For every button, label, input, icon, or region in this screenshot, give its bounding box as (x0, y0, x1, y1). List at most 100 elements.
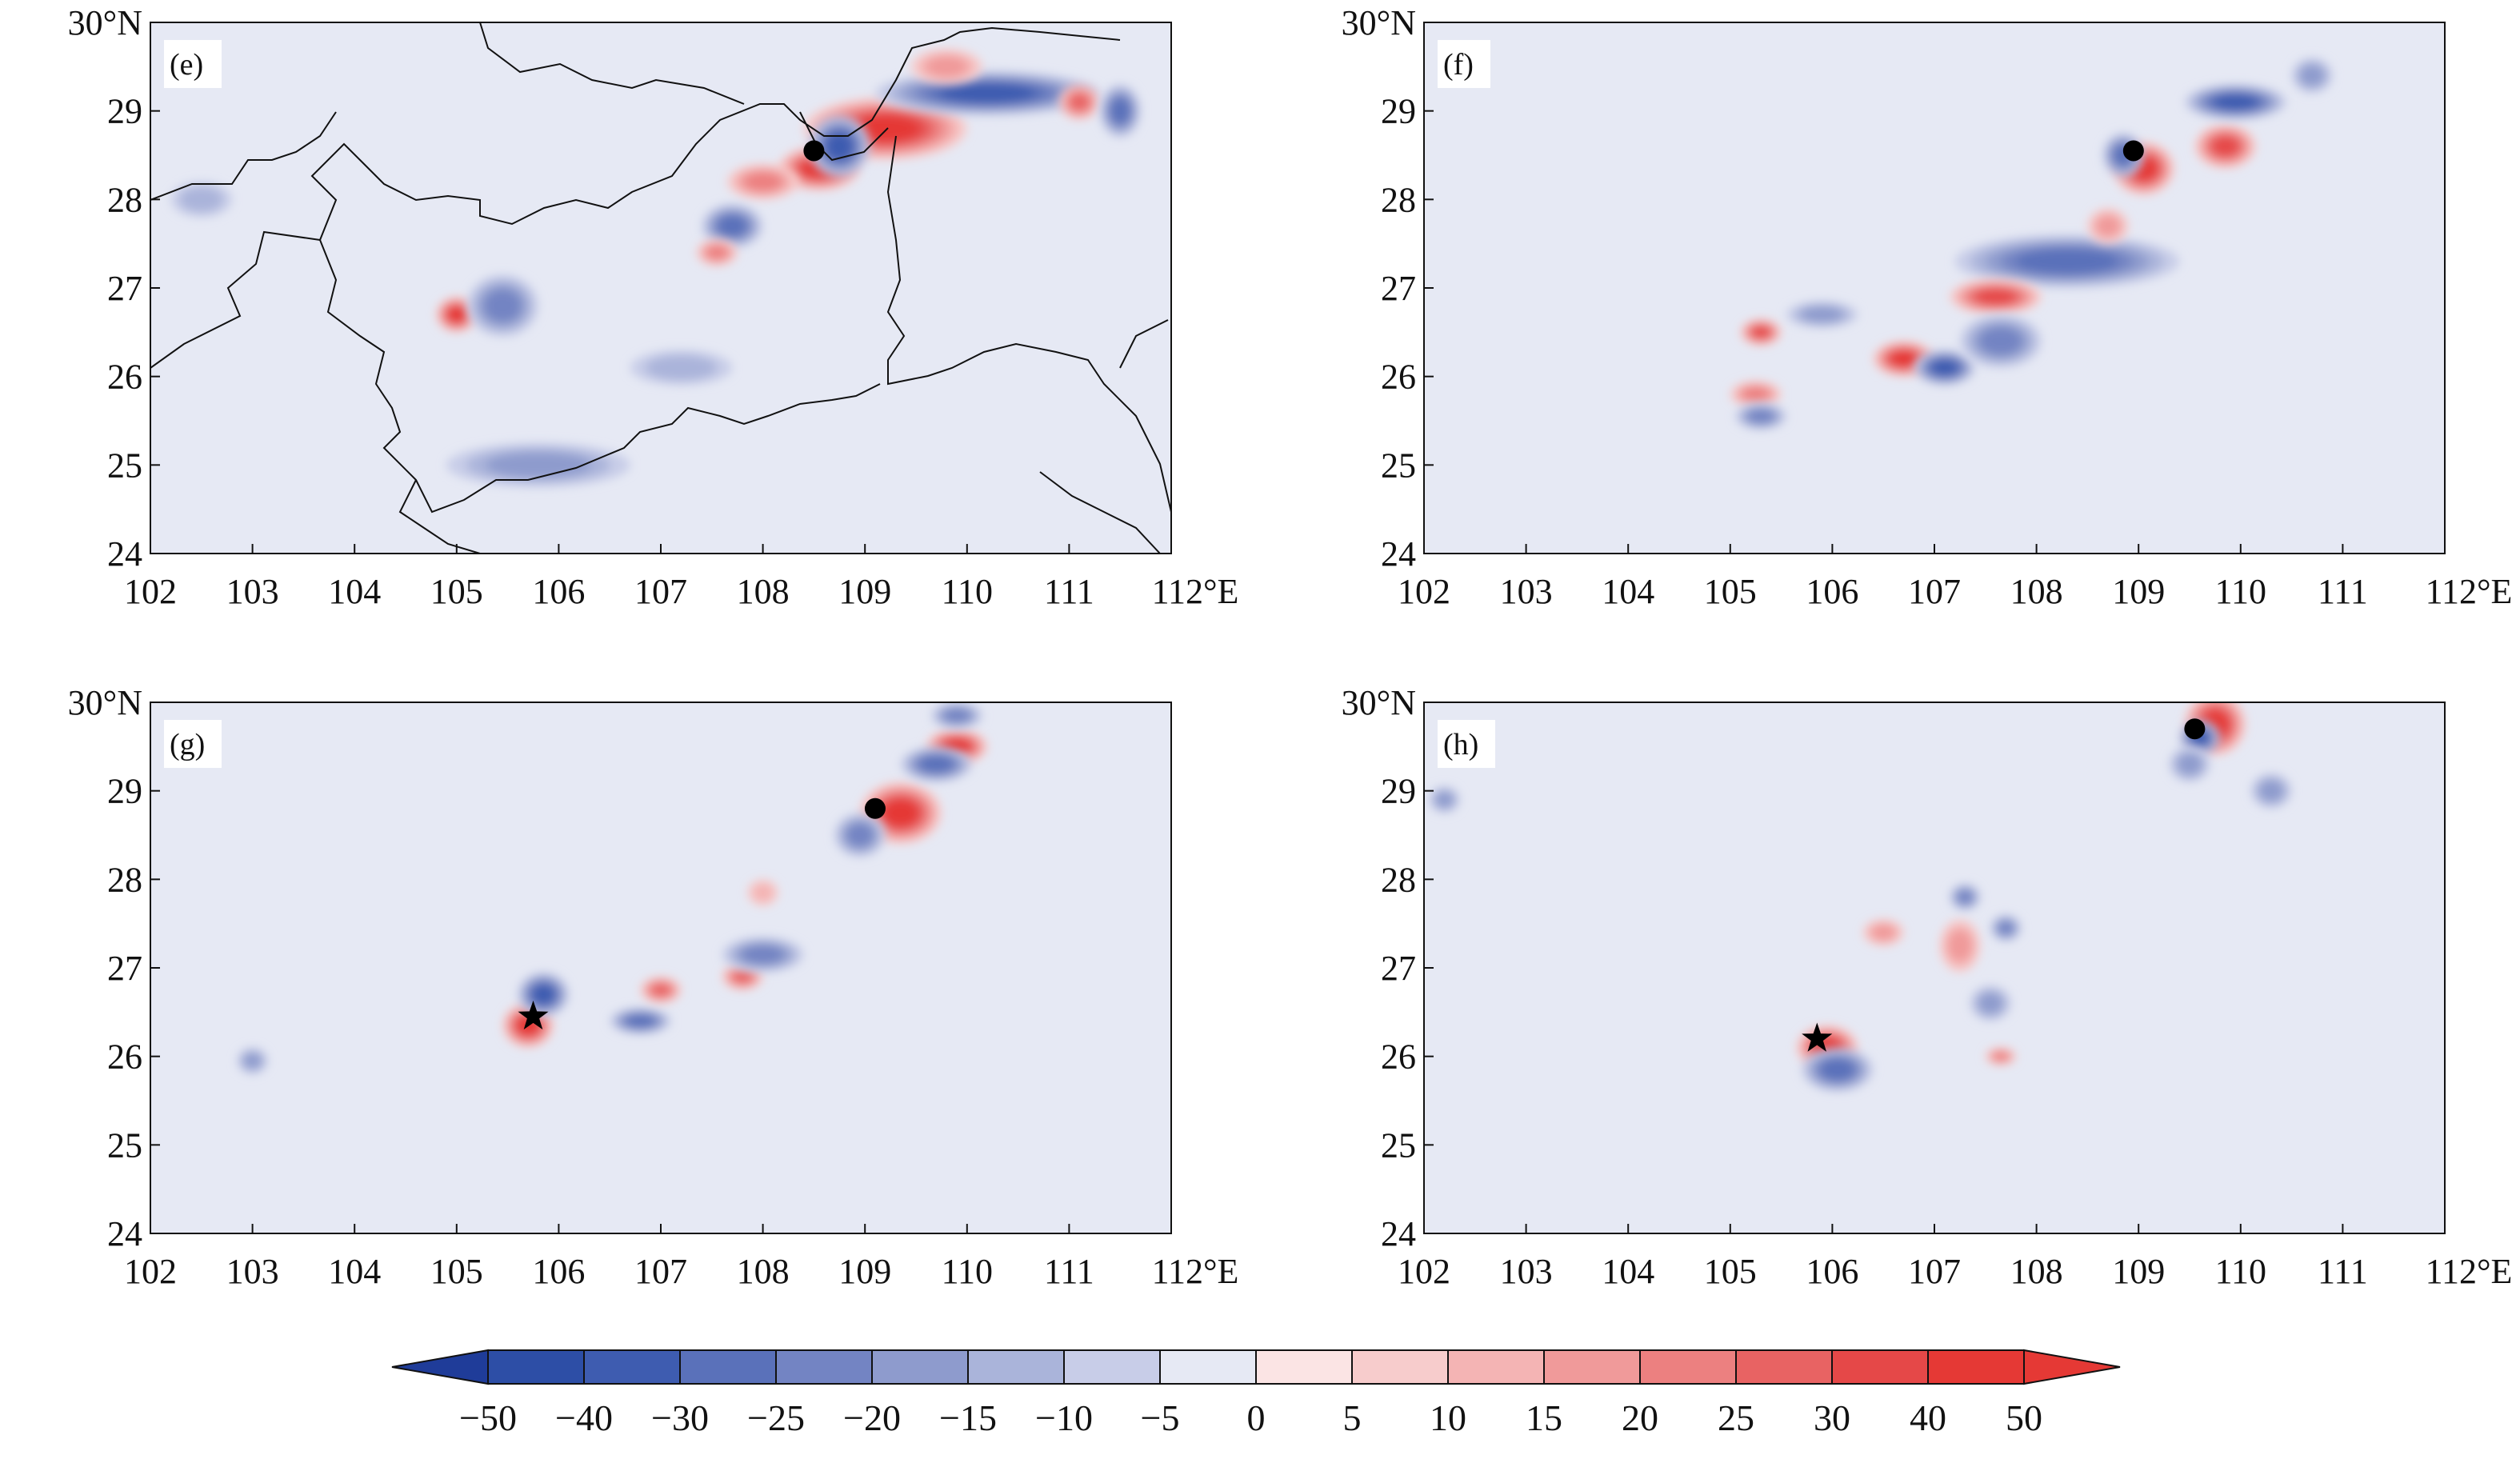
contour-level (1993, 1052, 2009, 1061)
map-panel-f: (f) 102 103 104 105 106 107 108 109 110 111 112°E 3… (1342, 3, 2513, 611)
x-tick-label: 102 (1398, 572, 1450, 611)
colorbar-label: 10 (1430, 1397, 1466, 1438)
contour-level (2178, 753, 2202, 775)
contour-level (2300, 65, 2324, 86)
x-tick-label: 106 (1806, 572, 1858, 611)
y-tick-label: 26 (1381, 1037, 1416, 1077)
contour-level (733, 970, 752, 983)
x-tick-label: 111 (1044, 1252, 1094, 1291)
anomaly-blob (237, 1047, 268, 1074)
contour-level (651, 984, 670, 997)
contour-level (745, 173, 781, 191)
anomaly-blob (747, 879, 778, 906)
y-tick-label: 28 (107, 180, 142, 219)
contour-level (1871, 925, 1895, 941)
anomaly-blob (1950, 883, 1981, 911)
anomaly-blob (726, 164, 799, 200)
colorbar-label: −50 (459, 1397, 517, 1438)
colorbar: −50 −40 −30 −25 −20 −15 −10 −5 0 5 10 15 20 25 30 40 50 (391, 1349, 2121, 1438)
y-tick-label: 27 (107, 269, 142, 308)
colorbar-label: 15 (1526, 1397, 1562, 1438)
panel-f-background (1424, 22, 2445, 554)
colorbar-label: 50 (2006, 1397, 2042, 1438)
colorbar-label: −10 (1035, 1397, 1093, 1438)
anomaly-blob (2291, 58, 2333, 94)
x-tick-label: 106 (532, 1252, 585, 1291)
x-tick-label: 109 (838, 572, 891, 611)
anomaly-blob (1802, 1047, 1874, 1092)
colorbar-segment (1543, 1349, 1641, 1385)
y-tick-label: 27 (107, 949, 142, 988)
anomaly-blob (640, 977, 682, 1004)
colorbar-label: 40 (1910, 1397, 1946, 1438)
colorbar-segment (1927, 1349, 2025, 1385)
contour-level (645, 355, 718, 381)
contour-level (1070, 94, 1089, 110)
contour-level (532, 985, 554, 1004)
x-tick-label: 110 (942, 572, 993, 611)
contour-level (1802, 306, 1843, 322)
x-tick-label: 108 (2010, 1252, 2063, 1291)
contour-level (1948, 930, 1972, 961)
anomaly-blob (1914, 350, 1976, 386)
colorbar-label: −15 (939, 1397, 997, 1438)
contour-level (884, 800, 918, 825)
anomaly-blob (900, 746, 973, 782)
anomaly-blob (1985, 1047, 2017, 1065)
contour-level (742, 945, 784, 964)
anomaly-blob (2087, 208, 2129, 244)
panel-e-borders (150, 22, 1171, 554)
anomaly-blob (1970, 985, 2011, 1021)
y-tick-label: 30°N (1342, 683, 1416, 722)
x-tick-label: 105 (430, 1252, 483, 1291)
station-dot-marker (2184, 718, 2206, 740)
contour-level (926, 56, 967, 77)
colorbar-segment (1063, 1349, 1161, 1385)
contour-level (1435, 792, 1454, 808)
x-tick-label: 105 (1704, 572, 1757, 611)
anomaly-blob (1786, 301, 1858, 328)
contour-level (846, 824, 873, 846)
panel-h-markers (1802, 718, 2206, 1052)
x-tick-label: 106 (1806, 1252, 1858, 1291)
contour-level (1998, 921, 2014, 935)
panel-g-background (150, 702, 1171, 1233)
contour-level (2016, 249, 2118, 274)
anomaly-blob (518, 972, 570, 1017)
x-tick-label: 108 (737, 1252, 790, 1291)
contour-level (1742, 387, 1769, 402)
y-tick-label: 27 (1381, 269, 1416, 308)
panel-f-label: (f) (1443, 48, 1474, 82)
y-tick-label: 30°N (1342, 3, 1416, 42)
contour-level (2214, 94, 2258, 110)
panel-e-label-box (164, 40, 222, 88)
x-tick-label: 110 (942, 1252, 993, 1291)
x-tick-label: 102 (124, 1252, 177, 1291)
colorbar-right-arrow (2023, 1349, 2121, 1385)
contour-level (826, 133, 853, 160)
y-tick-label: 26 (107, 358, 142, 397)
x-tick-label: 109 (838, 1252, 891, 1291)
colorbar-segment (871, 1349, 969, 1385)
contour-level (752, 883, 774, 902)
x-tick-label: 111 (1044, 572, 1094, 611)
panel-f-label-box (1438, 40, 1490, 88)
contour-level (1110, 98, 1130, 123)
y-tick-label: 26 (107, 1037, 142, 1077)
anomaly-blob (436, 297, 478, 333)
anomaly-blob (446, 442, 630, 487)
contour-level (1976, 289, 2015, 305)
x-tick-label: 104 (328, 1252, 381, 1291)
contour-level (1978, 993, 2002, 1013)
anomaly-blob (931, 702, 982, 730)
y-tick-label: 25 (1381, 446, 1416, 485)
anomaly-blob (910, 49, 982, 85)
y-tick-label: 29 (107, 772, 142, 811)
x-tick-label: 108 (737, 572, 790, 611)
x-tick-label: 106 (532, 572, 585, 611)
panel-g-label: (g) (170, 728, 205, 761)
contour-level (626, 1014, 654, 1027)
y-tick-label: 28 (1381, 180, 1416, 219)
contour-level (1821, 1059, 1854, 1080)
colorbar-segment (679, 1349, 777, 1385)
